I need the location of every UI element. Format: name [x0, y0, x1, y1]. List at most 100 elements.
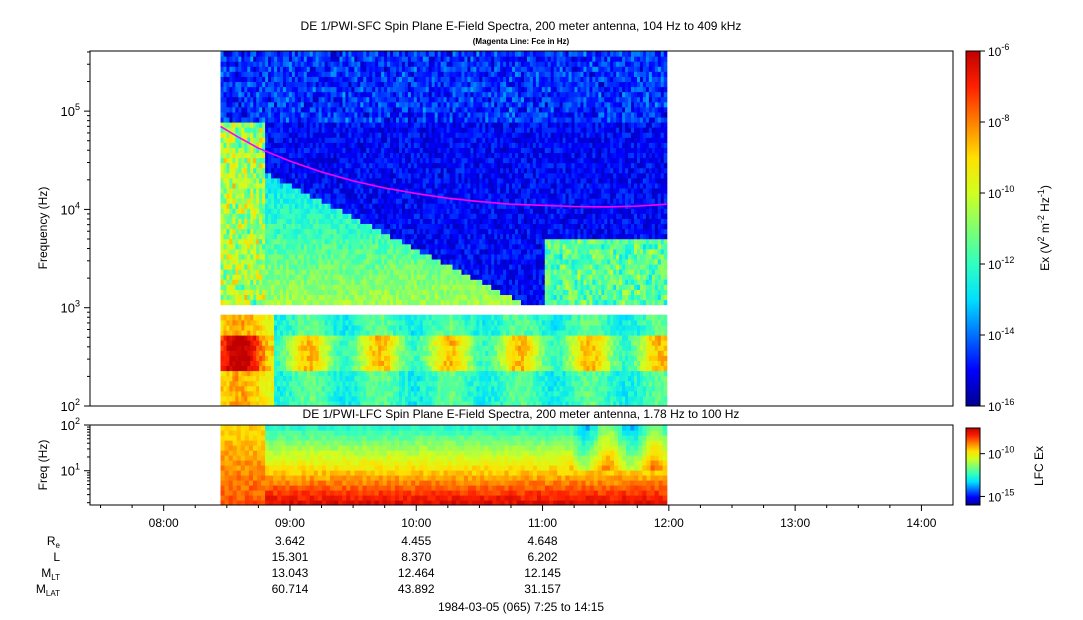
- sfc-cell: [428, 167, 433, 174]
- sfc-cell: [431, 51, 436, 57]
- sfc-cell: [282, 218, 287, 225]
- sfc-cell: [294, 111, 299, 118]
- sfc-cell: [396, 238, 400, 245]
- sfc-cell: [390, 243, 394, 250]
- sfc-cell: [244, 81, 248, 88]
- sfc-cell: [330, 335, 335, 341]
- sfc-cell: [348, 122, 352, 128]
- sfc-cell: [244, 370, 248, 377]
- sfc-cell: [256, 238, 260, 245]
- sfc-cell: [324, 385, 329, 392]
- sfc-cell: [282, 360, 287, 367]
- sfc-cell: [407, 106, 412, 113]
- sfc-cell: [300, 274, 305, 280]
- sfc-cell: [390, 238, 394, 245]
- sfc-cell: [265, 345, 269, 351]
- sfc-cell: [324, 218, 329, 225]
- sfc-cell: [422, 248, 427, 255]
- sfc-cell: [324, 172, 329, 179]
- sfc-cell: [226, 208, 231, 214]
- sfc-cell: [223, 162, 228, 169]
- sfc-cell: [300, 132, 305, 138]
- sfc-cell: [363, 340, 367, 346]
- sfc-cell: [404, 152, 409, 159]
- sfc-cell: [280, 198, 284, 204]
- sfc-cell: [232, 172, 236, 179]
- sfc-cell: [285, 289, 290, 296]
- sfc-cell: [232, 187, 236, 194]
- sfc-cell: [404, 122, 409, 128]
- sfc-cell: [297, 289, 302, 296]
- sfc-cell: [265, 208, 269, 214]
- sfc-cell: [336, 147, 341, 154]
- sfc-cell: [256, 198, 260, 204]
- sfc-cell: [330, 360, 335, 367]
- sfc-cell: [232, 390, 236, 397]
- sfc-cell: [280, 375, 284, 382]
- sfc-subtitle: (Magenta Line: Fce in Hz): [473, 37, 570, 46]
- sfc-cell: [309, 116, 314, 123]
- sfc-cell: [321, 61, 326, 67]
- sfc-cell: [419, 132, 424, 138]
- sfc-cell: [312, 61, 317, 67]
- sfc-cell: [342, 162, 347, 169]
- sfc-cell: [404, 137, 409, 143]
- sfc-cell: [277, 91, 281, 98]
- sfc-cell: [288, 208, 293, 214]
- sfc-cell: [360, 390, 364, 397]
- sfc-cell: [274, 228, 278, 235]
- sfc-cell: [404, 274, 409, 280]
- sfc-cell: [407, 203, 412, 209]
- sfc-cell: [366, 162, 370, 169]
- sfc-cell: [336, 116, 341, 123]
- sfc-cell: [226, 395, 231, 402]
- sfc-cell: [413, 187, 418, 194]
- sfc-cell: [294, 340, 299, 346]
- sfc-cell: [330, 177, 335, 184]
- sfc-cell: [366, 243, 370, 250]
- sfc-cell: [345, 233, 350, 240]
- sfc-cell: [268, 319, 272, 326]
- sfc-cell: [404, 127, 409, 133]
- sfc-cell: [390, 233, 394, 240]
- sfc-cell: [372, 380, 376, 387]
- sfc-cell: [363, 264, 367, 270]
- sfc-cell: [431, 289, 436, 296]
- sfc-cell: [384, 187, 388, 194]
- sfc-cell: [330, 213, 335, 219]
- sfc-cell: [271, 253, 275, 260]
- sfc-cell: [306, 213, 311, 219]
- sfc-cell: [434, 203, 439, 209]
- sfc-cell: [425, 81, 430, 88]
- sfc-cell: [422, 228, 427, 235]
- sfc-cell: [348, 299, 352, 306]
- sfc-cell: [366, 335, 370, 341]
- sfc-cell: [375, 137, 379, 143]
- sfc-cell: [318, 360, 323, 367]
- sfc-cell: [220, 335, 225, 341]
- sfc-cell: [241, 106, 245, 113]
- sfc-cell: [229, 340, 233, 346]
- sfc-cell: [274, 96, 278, 103]
- sfc-cell: [342, 198, 347, 204]
- sfc-cell: [315, 370, 320, 377]
- sfc-cell: [333, 208, 338, 214]
- sfc-cell: [274, 258, 278, 265]
- sfc-cell: [324, 243, 329, 250]
- sfc-cell: [241, 162, 245, 169]
- sfc-cell: [312, 177, 317, 184]
- sfc-cell: [342, 71, 347, 77]
- sfc-cell: [348, 66, 352, 72]
- sfc-cell: [288, 253, 293, 260]
- sfc-cell: [378, 350, 382, 356]
- sfc-cell: [318, 127, 323, 133]
- sfc-cell: [232, 66, 236, 72]
- sfc-cell: [390, 51, 394, 57]
- sfc-cell: [425, 294, 430, 301]
- sfc-cell: [396, 289, 400, 296]
- sfc-cell: [259, 116, 263, 123]
- sfc-cell: [280, 157, 284, 164]
- sfc-cell: [348, 81, 352, 88]
- sfc-cell: [327, 370, 332, 377]
- sfc-cell: [384, 228, 388, 235]
